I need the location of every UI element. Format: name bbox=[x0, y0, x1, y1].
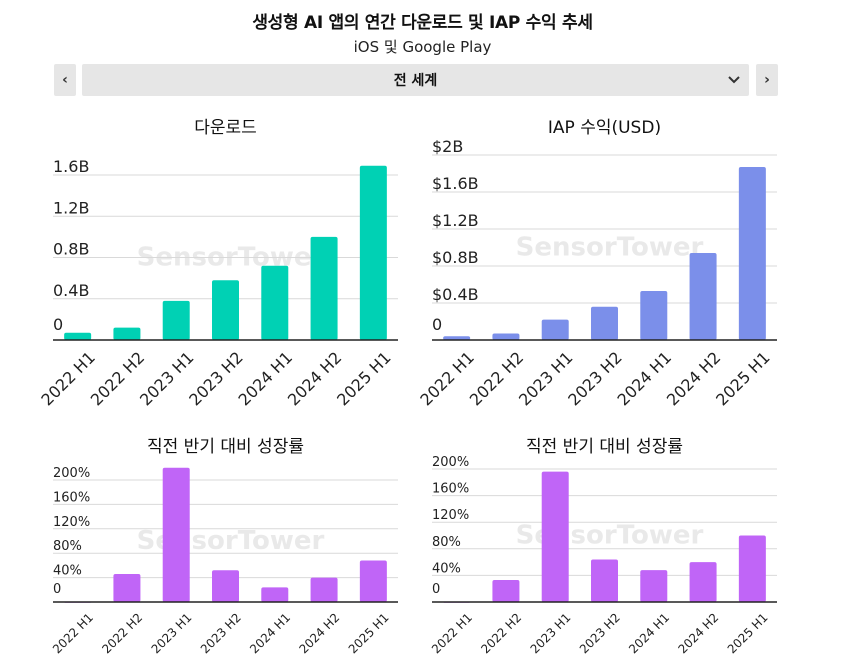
y-tick-label: 160% bbox=[53, 490, 90, 505]
downloads-title: 다운로드 bbox=[194, 118, 257, 138]
y-tick-label: $0.8B bbox=[432, 248, 479, 267]
growth-downloads-bar bbox=[310, 577, 338, 602]
y-tick-label: $2B bbox=[432, 137, 463, 156]
y-tick-label: 0.4B bbox=[53, 281, 89, 300]
growth-revenue-bar bbox=[591, 559, 618, 602]
downloads-bar bbox=[212, 280, 239, 340]
prev-button[interactable]: ‹ bbox=[54, 64, 76, 96]
downloads-bar bbox=[64, 332, 92, 340]
y-tick-label: 120% bbox=[53, 515, 90, 530]
x-tick-label: 2024 H1 bbox=[626, 610, 672, 656]
y-tick-label: $1.2B bbox=[432, 211, 479, 230]
revenue-bar bbox=[591, 306, 618, 340]
chevron-down-icon bbox=[728, 76, 740, 84]
growth-downloads-title: 직전 반기 대비 성장률 bbox=[147, 437, 304, 457]
downloads-bar bbox=[359, 165, 387, 340]
y-tick-label: 1.2B bbox=[53, 198, 89, 217]
x-tick-label: 2022 H2 bbox=[99, 610, 145, 656]
downloads-bar bbox=[162, 300, 190, 340]
y-tick-label: 40% bbox=[53, 564, 82, 579]
y-tick-label: 40% bbox=[432, 561, 461, 576]
growth-revenue-bar bbox=[492, 580, 520, 602]
x-tick-label: 2025 H1 bbox=[725, 610, 771, 656]
growth-downloads-bar bbox=[359, 560, 387, 602]
y-tick-label: $0.4B bbox=[432, 285, 479, 304]
page-subtitle: iOS 및 Google Play bbox=[353, 38, 492, 56]
x-tick-label: 2025 H1 bbox=[333, 348, 395, 410]
y-tick-label: 80% bbox=[53, 539, 82, 554]
y-tick-label: 200% bbox=[53, 466, 90, 481]
x-tick-label: 2024 H1 bbox=[247, 610, 293, 656]
downloads-bar bbox=[261, 265, 289, 340]
x-tick-label: 2022 H2 bbox=[478, 610, 524, 656]
y-tick-label: 0.8B bbox=[53, 240, 89, 259]
growth-downloads-bar bbox=[113, 573, 141, 602]
y-tick-label: $1.6B bbox=[432, 174, 479, 193]
y-tick-label: 0 bbox=[53, 315, 63, 334]
x-tick-label: 2025 H1 bbox=[712, 348, 774, 410]
revenue-bar bbox=[689, 253, 717, 340]
region-dropdown[interactable]: 전 세계 bbox=[82, 64, 749, 96]
y-tick-label: 0 bbox=[432, 315, 442, 334]
x-tick-label: 2024 H2 bbox=[296, 610, 342, 656]
y-tick-label: 0 bbox=[432, 582, 440, 597]
y-tick-label: 200% bbox=[432, 455, 469, 470]
growth-revenue-title: 직전 반기 대비 성장률 bbox=[526, 437, 683, 457]
downloads-bar bbox=[310, 236, 338, 340]
region-dropdown-value: 전 세계 bbox=[393, 73, 438, 89]
header: 생성형 AI 앱의 연간 다운로드 및 IAP 수익 추세 iOS 및 Goog… bbox=[0, 8, 845, 57]
revenue-bar bbox=[443, 336, 471, 340]
next-button[interactable]: › bbox=[756, 64, 778, 96]
revenue-bar bbox=[738, 167, 766, 340]
y-tick-label: 80% bbox=[432, 535, 461, 550]
x-tick-label: 2023 H2 bbox=[198, 610, 244, 656]
x-tick-label: 2024 H2 bbox=[675, 610, 721, 656]
x-tick-label: 2023 H1 bbox=[528, 610, 574, 656]
y-tick-label: 0 bbox=[53, 582, 61, 597]
y-tick-label: 120% bbox=[432, 508, 469, 523]
page-title: 생성형 AI 앱의 연간 다운로드 및 IAP 수익 추세 bbox=[252, 13, 593, 33]
revenue-bar bbox=[640, 290, 668, 340]
growth-revenue-bar bbox=[541, 471, 569, 602]
x-tick-label: 2025 H1 bbox=[346, 610, 392, 656]
growth-downloads-bar bbox=[212, 570, 239, 602]
revenue-title: IAP 수익(USD) bbox=[548, 118, 661, 138]
y-tick-label: 1.6B bbox=[53, 157, 89, 176]
growth-downloads-bar bbox=[261, 587, 289, 602]
revenue-panel: SensorTower IAP 수익(USD) 0 $0.4B $0.8B $1.2B $1… bbox=[416, 118, 777, 409]
downloads-bar bbox=[113, 327, 141, 340]
growth-revenue-bar bbox=[738, 535, 766, 602]
x-tick-label: 2023 H1 bbox=[149, 610, 195, 656]
x-tick-label: 2023 H2 bbox=[577, 610, 623, 656]
chevron-right-icon: › bbox=[764, 72, 770, 88]
watermark: SensorTower bbox=[516, 233, 704, 263]
y-tick-label: 160% bbox=[432, 482, 469, 497]
growth-revenue-bar bbox=[689, 562, 717, 602]
growth-downloads-bar bbox=[162, 467, 190, 602]
x-tick-label: 2022 H1 bbox=[429, 610, 475, 656]
x-tick-label: 2022 H1 bbox=[50, 610, 96, 656]
revenue-bar bbox=[541, 319, 569, 340]
growth-revenue-bar bbox=[640, 570, 668, 602]
revenue-bar bbox=[492, 333, 520, 340]
chevron-left-icon: ‹ bbox=[62, 72, 68, 88]
